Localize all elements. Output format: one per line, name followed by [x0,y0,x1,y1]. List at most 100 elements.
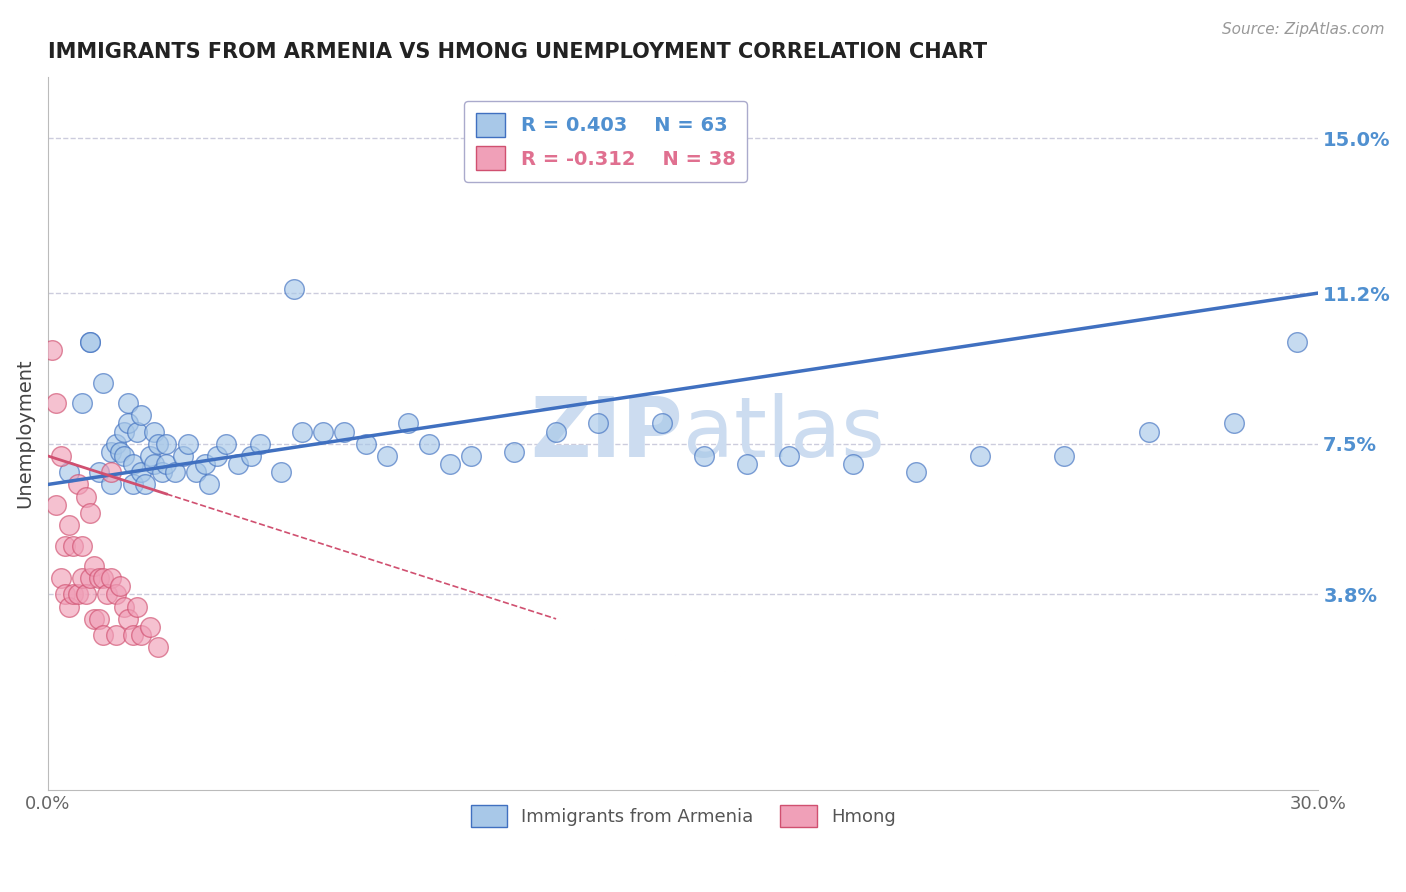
Point [396,417,419,431]
Point [108,579,131,593]
Point [41,343,63,357]
Point [91,628,114,642]
Point [79,571,101,585]
Point [58,518,80,533]
Point [79,334,101,349]
Point [142,425,165,439]
Point [588,417,610,431]
Point [49,449,72,463]
Point [228,457,250,471]
Point [104,587,127,601]
Point [291,425,314,439]
Point [129,409,152,423]
Point [778,449,800,463]
Point [129,465,152,479]
Point [176,436,198,450]
Point [121,457,143,471]
Point [91,376,114,390]
Y-axis label: Unemployment: Unemployment [15,359,34,508]
Point [49,571,72,585]
Point [58,465,80,479]
Point [194,457,217,471]
Point [841,457,863,471]
Point [121,477,143,491]
Point [100,465,122,479]
Point [138,449,160,463]
Point [100,477,122,491]
Point [112,449,135,463]
Point [142,457,165,471]
Point [66,477,89,491]
Point [70,539,93,553]
Point [112,425,135,439]
Text: Source: ZipAtlas.com: Source: ZipAtlas.com [1222,22,1385,37]
Point [125,599,148,614]
Point [439,457,461,471]
Point [70,571,93,585]
Point [502,445,524,459]
Text: IMMIGRANTS FROM ARMENIA VS HMONG UNEMPLOYMENT CORRELATION CHART: IMMIGRANTS FROM ARMENIA VS HMONG UNEMPLO… [48,42,987,62]
Point [117,612,139,626]
Point [75,490,97,504]
Point [83,558,105,573]
Point [87,571,110,585]
Point [312,425,335,439]
Point [198,477,221,491]
Point [53,539,76,553]
Point [905,465,928,479]
Point [134,477,156,491]
Point [100,571,122,585]
Point [546,425,568,439]
Point [215,436,238,450]
Point [45,498,67,512]
Point [87,465,110,479]
Point [138,620,160,634]
Point [354,436,377,450]
Point [333,425,356,439]
Point [460,449,482,463]
Point [735,457,758,471]
Point [1286,334,1309,349]
Point [418,436,440,450]
Point [155,457,177,471]
Point [62,539,84,553]
Point [172,449,194,463]
Point [129,628,152,642]
Point [112,599,135,614]
Point [75,587,97,601]
Point [1222,417,1244,431]
Point [125,425,148,439]
Point [45,396,67,410]
Point [104,628,127,642]
Point [117,417,139,431]
Text: atlas: atlas [683,393,884,474]
Point [283,282,305,296]
Point [155,436,177,450]
Point [79,506,101,520]
Point [240,449,263,463]
Point [249,436,271,450]
Point [58,599,80,614]
Point [1137,425,1160,439]
Legend: Immigrants from Armenia, Hmong: Immigrants from Armenia, Hmong [464,797,903,834]
Point [270,465,292,479]
Point [100,445,122,459]
Point [87,612,110,626]
Point [150,465,173,479]
Point [66,587,89,601]
Point [96,587,118,601]
Point [969,449,991,463]
Text: ZIP: ZIP [530,393,683,474]
Point [121,628,143,642]
Point [693,449,716,463]
Point [53,587,76,601]
Point [62,587,84,601]
Point [207,449,229,463]
Point [651,417,673,431]
Point [91,571,114,585]
Point [108,445,131,459]
Point [375,449,398,463]
Point [1053,449,1076,463]
Point [79,334,101,349]
Point [146,436,169,450]
